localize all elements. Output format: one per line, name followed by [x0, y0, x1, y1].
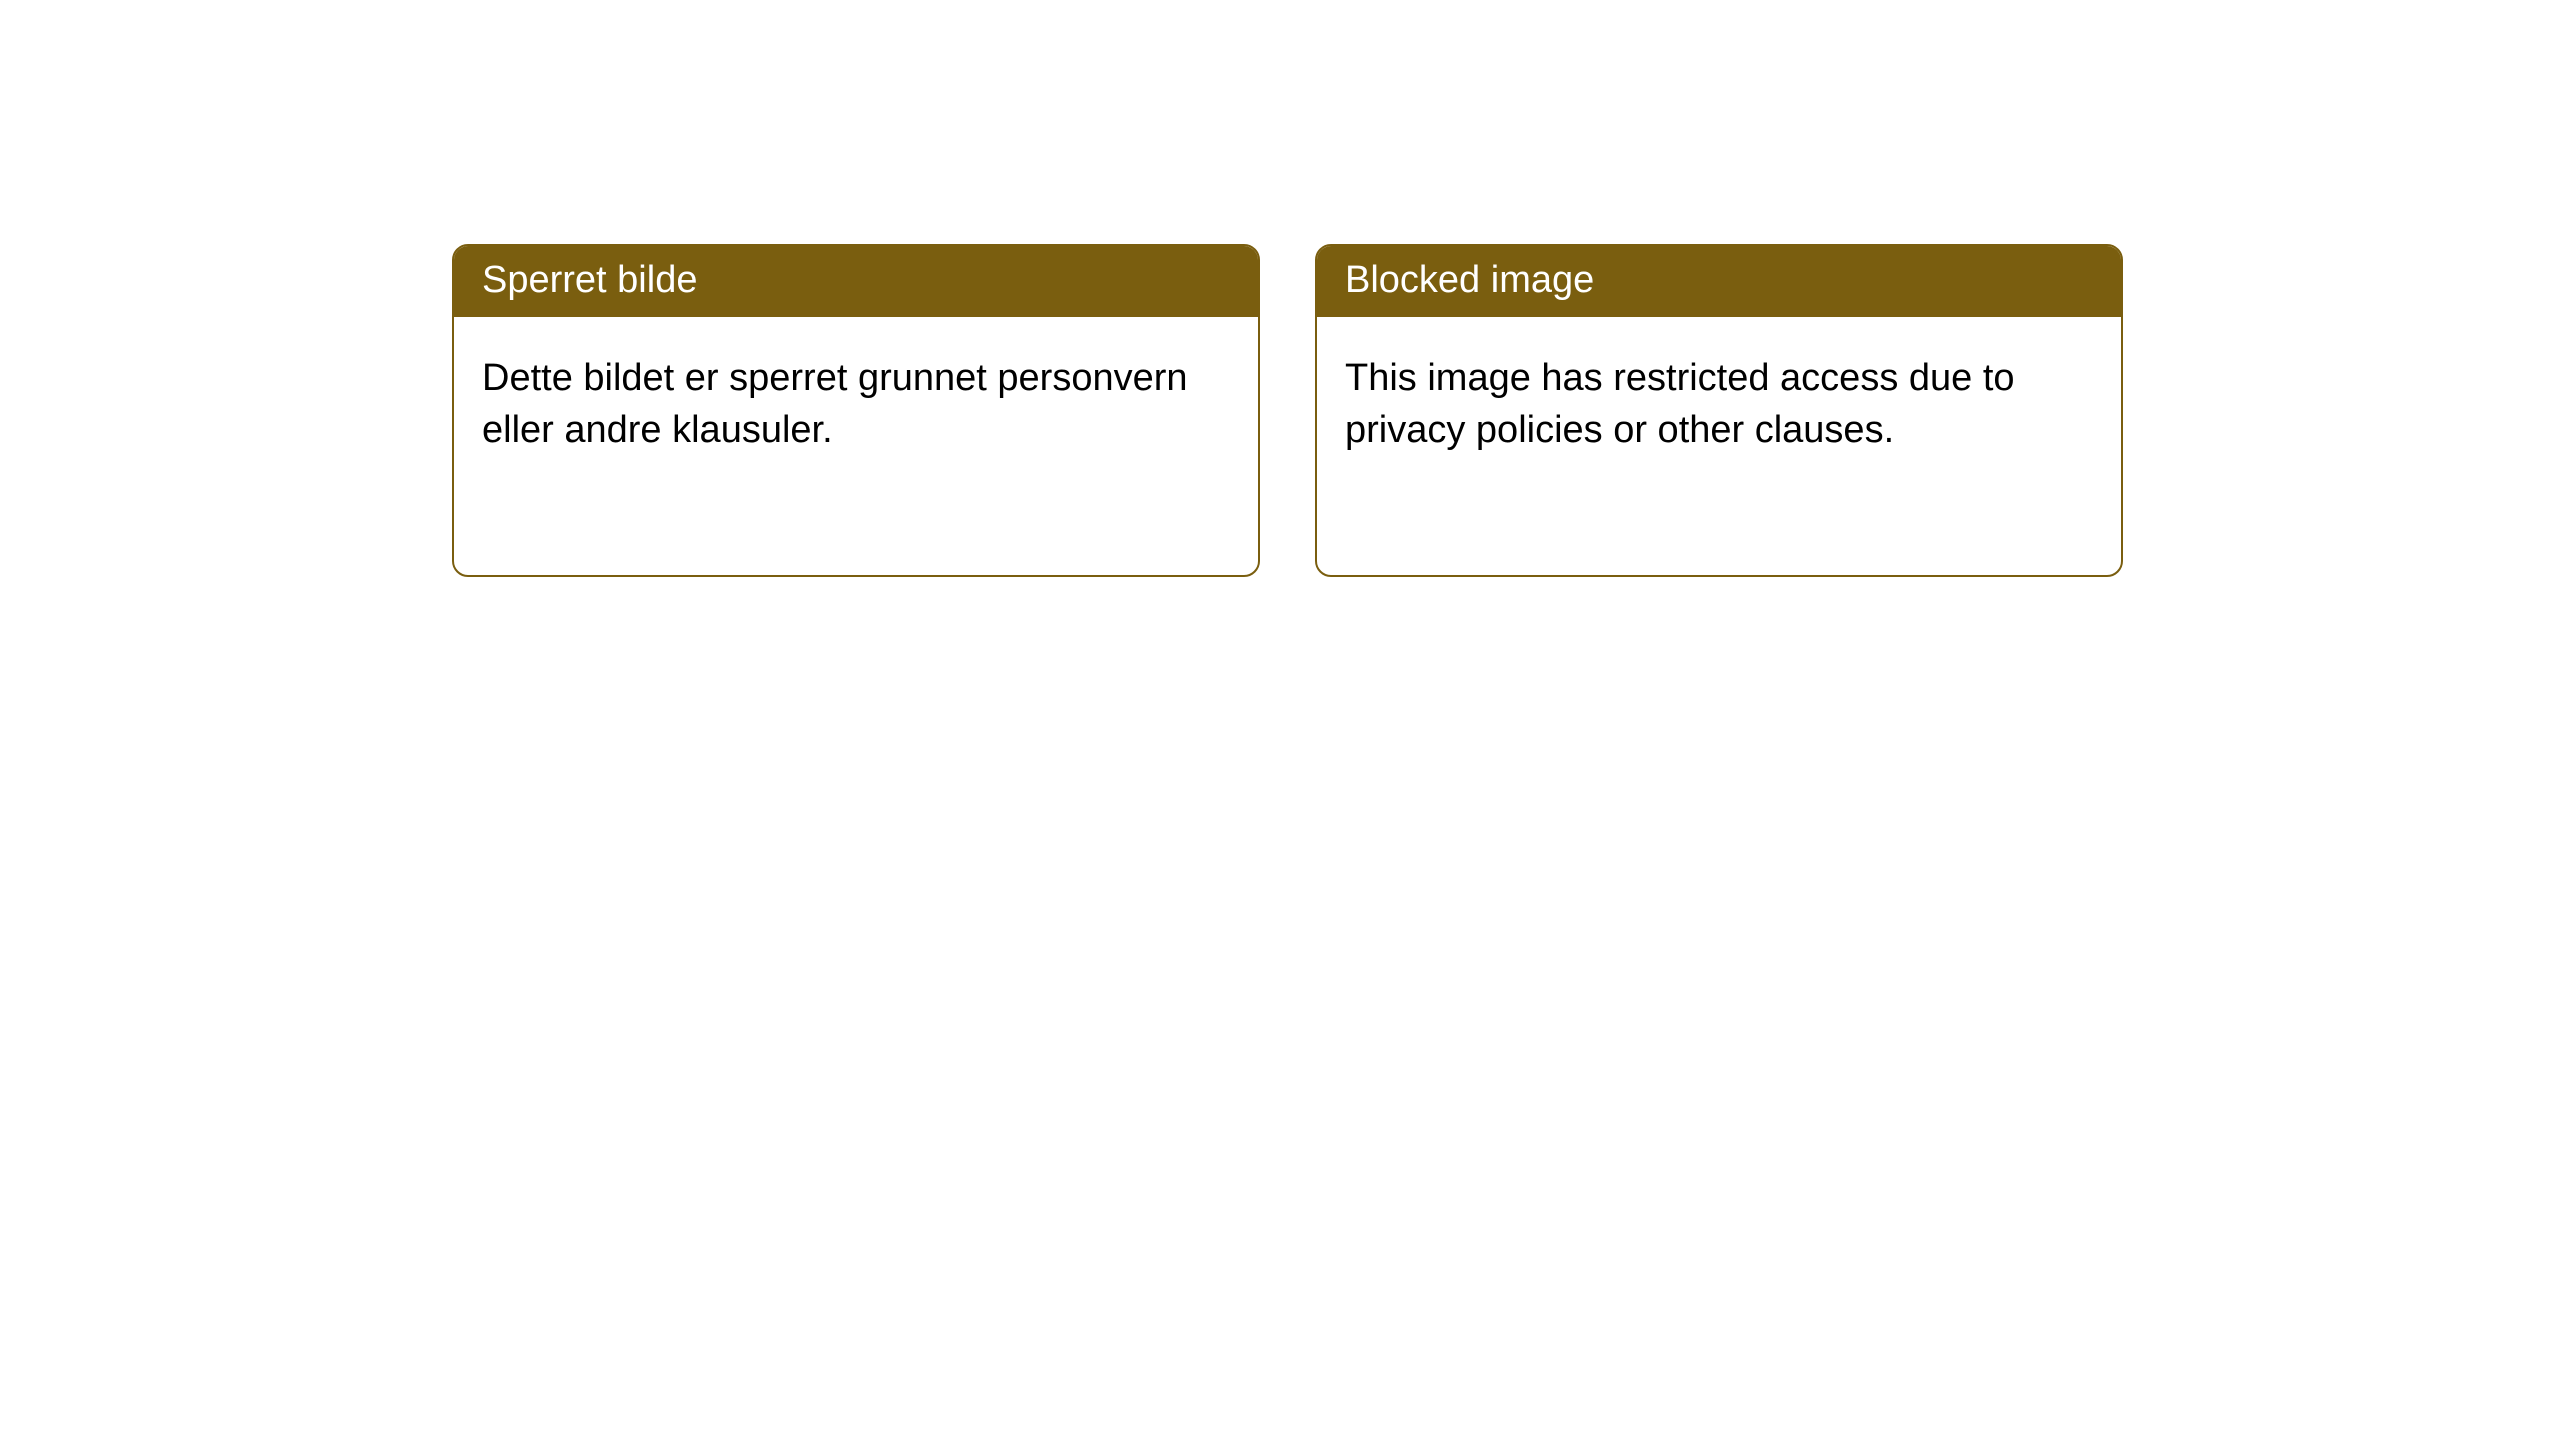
- notice-body-right: This image has restricted access due to …: [1317, 317, 2121, 484]
- notice-card-right: Blocked image This image has restricted …: [1315, 244, 2123, 577]
- notice-header-right: Blocked image: [1317, 246, 2121, 317]
- notice-card-left: Sperret bilde Dette bildet er sperret gr…: [452, 244, 1260, 577]
- notice-header-left: Sperret bilde: [454, 246, 1258, 317]
- notice-container: Sperret bilde Dette bildet er sperret gr…: [0, 0, 2560, 577]
- notice-body-left: Dette bildet er sperret grunnet personve…: [454, 317, 1258, 484]
